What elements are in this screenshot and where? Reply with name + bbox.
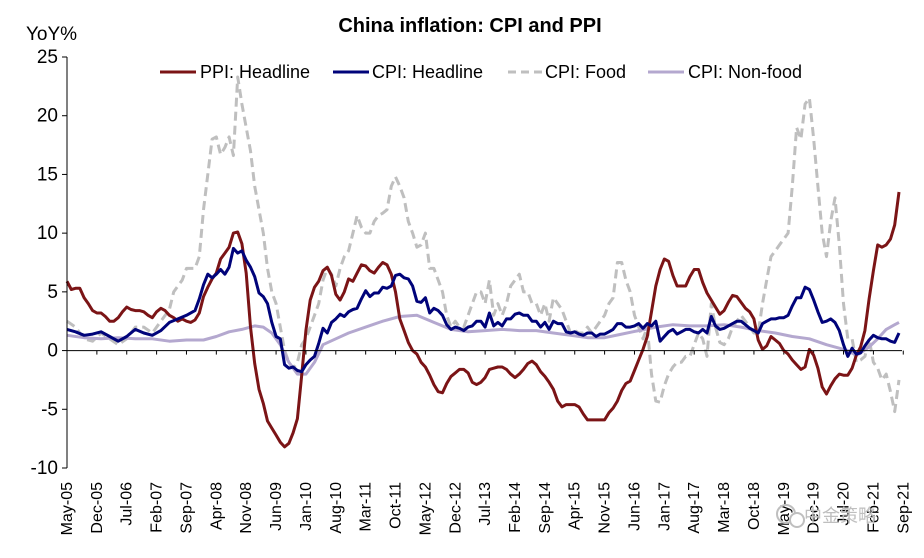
series-line-cpi-non-food <box>66 313 900 376</box>
x-tick-label: Jul-13 <box>477 482 494 526</box>
y-tick-label: 0 <box>47 341 58 362</box>
x-tick-label: Jan-17 <box>656 482 673 531</box>
x-tick-label: Dec-12 <box>447 482 464 534</box>
legend: PPI: Headline CPI: Headline CPI: Food CP… <box>160 62 802 82</box>
x-tick-label: Dec-05 <box>89 482 106 534</box>
x-tick-label: Sep-07 <box>178 482 195 534</box>
x-tick-label: Aug-17 <box>686 482 703 534</box>
y-tick-label: -10 <box>31 458 58 479</box>
series-lines <box>65 75 901 449</box>
x-tick-label: Mar-11 <box>358 482 375 532</box>
legend-label-cpi-nonfood: CPI: Non-food <box>688 62 802 82</box>
x-tick-label: Dec-19 <box>806 482 823 534</box>
x-tick-label: May-12 <box>417 482 434 535</box>
x-tick-label: May-05 <box>59 482 76 535</box>
x-tick-label: Mar-18 <box>716 482 733 533</box>
x-tick-label: Jun-16 <box>626 482 643 531</box>
x-tick-label: Feb-21 <box>865 482 882 533</box>
x-tick-label: Nov-15 <box>597 482 614 534</box>
y-tick-label: 15 <box>37 164 58 185</box>
x-tick-label: Sep-14 <box>537 482 554 534</box>
legend-label-cpi-food: CPI: Food <box>545 62 626 82</box>
legend-label-cpi-headline: CPI: Headline <box>372 62 483 82</box>
x-tick-label: Oct-18 <box>746 482 763 530</box>
x-tick-label: Feb-14 <box>507 482 524 533</box>
watermark: 中金策略 <box>776 504 876 528</box>
x-tick-label: Nov-08 <box>238 482 255 534</box>
chart-title: China inflation: CPI and PPI <box>338 15 601 37</box>
y-axis-label: YoY% <box>26 24 77 45</box>
y-tick-labels: -10 -5 0 5 10 15 20 25 <box>31 47 67 479</box>
x-tick-label: Jan-10 <box>298 482 315 531</box>
series-line-ppi-headline <box>65 191 901 449</box>
x-tick-label: Apr-08 <box>208 482 225 530</box>
series-line-cpi-food <box>66 75 901 414</box>
y-tick-label: -5 <box>41 399 58 420</box>
y-tick-label: 25 <box>37 47 58 68</box>
legend-label-ppi-headline: PPI: Headline <box>200 62 310 82</box>
x-tick-label: Jul-20 <box>836 482 853 526</box>
x-tick-label: Feb-07 <box>149 482 166 533</box>
x-tick-label: Aug-10 <box>328 482 345 534</box>
y-tick-label: 10 <box>37 223 58 244</box>
watermark-text: 中金策略 <box>804 506 876 527</box>
y-tick-label: 5 <box>47 282 58 303</box>
x-tick-label: Jul-06 <box>119 482 136 526</box>
x-tick-label: Jun-09 <box>268 482 285 531</box>
series-line-cpi-headline <box>66 246 901 374</box>
x-tick-label: Apr-15 <box>567 482 584 530</box>
wechat-icon-bubble <box>789 512 805 528</box>
x-tick-label: Sep-21 <box>895 482 912 534</box>
y-tick-label: 20 <box>37 106 58 127</box>
x-tick-label: Oct-11 <box>388 482 405 529</box>
